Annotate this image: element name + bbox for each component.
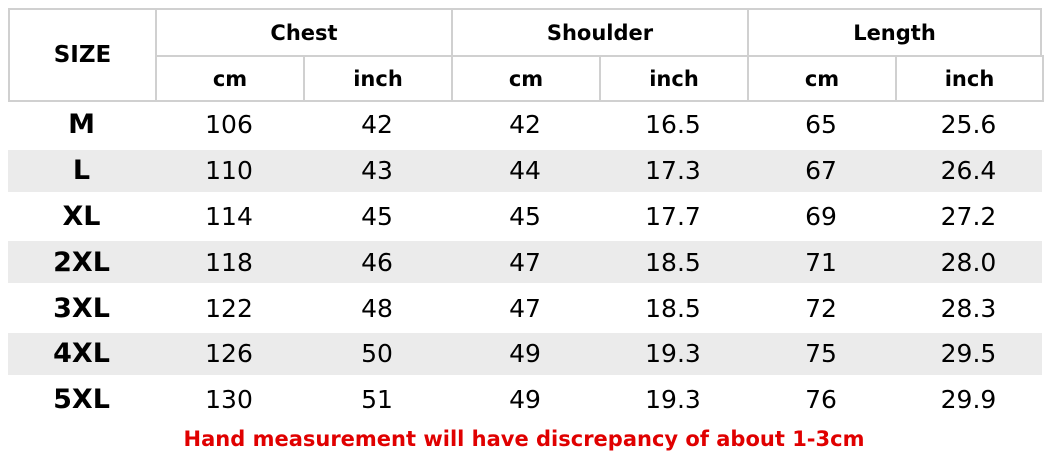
row-stripe (8, 241, 1042, 284)
measurement: 76 (805, 385, 837, 415)
unit-header: inch (303, 55, 453, 102)
measurement: 18.5 (645, 293, 701, 323)
measurement: 26.4 (940, 156, 997, 186)
measurement: 17.7 (645, 201, 701, 231)
measurement: 69 (805, 201, 837, 231)
measurement: 47 (509, 293, 541, 323)
measurement: 46 (361, 247, 393, 277)
unit-header: inch (599, 55, 749, 102)
size-label: 3XL (53, 292, 110, 324)
measurement: 118 (205, 247, 253, 277)
measurement: 106 (205, 110, 253, 140)
measurement: 114 (205, 201, 253, 231)
measurement: 122 (205, 293, 253, 323)
measurement: 49 (509, 339, 541, 369)
measurement: 28.0 (940, 247, 997, 277)
size-label: 5XL (53, 384, 110, 416)
measurement: 67 (805, 156, 837, 186)
size-label: L (72, 155, 91, 187)
group-header: Length (747, 8, 1042, 57)
measurement: 42 (361, 110, 393, 140)
size-header: SIZE (8, 8, 157, 102)
measurement: 19.3 (645, 339, 701, 369)
unit-header: inch (895, 55, 1044, 102)
group-header: Shoulder (451, 8, 749, 57)
measurement: 47 (509, 247, 541, 277)
measurement: 65 (805, 110, 837, 140)
measurement: 27.2 (940, 201, 997, 231)
measurement: 48 (361, 293, 393, 323)
measurement: 50 (361, 339, 393, 369)
measurement: 18.5 (645, 247, 701, 277)
unit-header: cm (451, 55, 601, 102)
measurement: 29.5 (940, 339, 997, 369)
measurement: 72 (805, 293, 837, 323)
measurement: 28.3 (940, 293, 997, 323)
measurement: 43 (361, 156, 393, 186)
unit-header: cm (747, 55, 897, 102)
measurement: 29.9 (940, 385, 997, 415)
measurement: 49 (509, 385, 541, 415)
measurement: 51 (361, 385, 393, 415)
measurement: 17.3 (645, 156, 701, 186)
size-label: M (68, 109, 95, 141)
measurement: 44 (509, 156, 541, 186)
measurement: 75 (805, 339, 837, 369)
measurement: 110 (205, 156, 253, 186)
measurement: 45 (509, 201, 541, 231)
measurement: 42 (509, 110, 541, 140)
measurement: 19.3 (645, 385, 701, 415)
row-stripe (8, 149, 1042, 192)
size-label: 4XL (53, 338, 110, 370)
measurement: 16.5 (645, 110, 701, 140)
size-label: 2XL (53, 246, 110, 278)
measurement-note: Hand measurement will have discrepancy o… (183, 427, 865, 451)
measurement: 71 (805, 247, 837, 277)
size-label: XL (62, 200, 101, 232)
measurement: 25.6 (940, 110, 997, 140)
group-header: Chest (155, 8, 453, 57)
measurement: 126 (205, 339, 253, 369)
unit-header: cm (155, 55, 305, 102)
measurement: 130 (205, 385, 253, 415)
row-stripe (8, 333, 1042, 375)
measurement: 45 (361, 201, 393, 231)
